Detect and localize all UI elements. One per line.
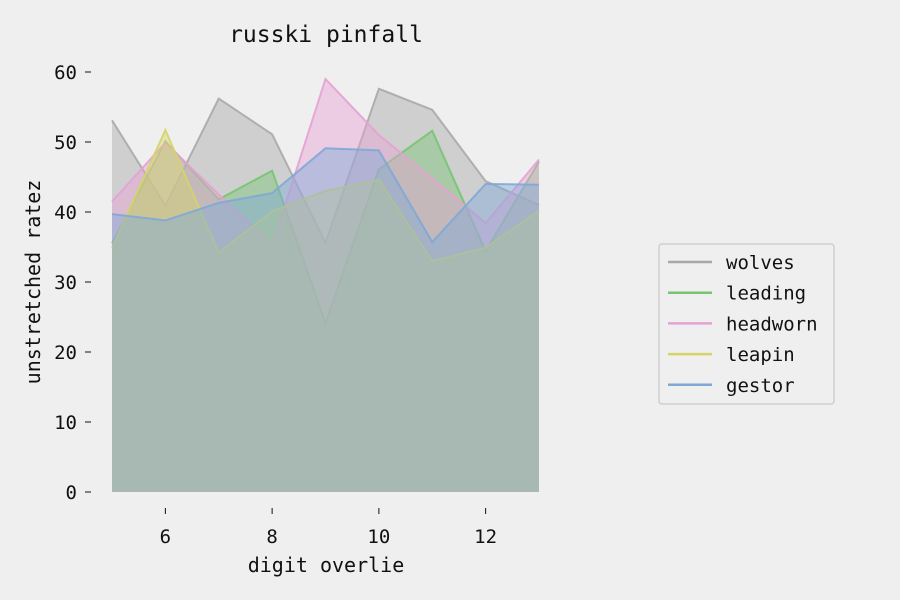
y-tick-label: 20 <box>54 342 77 364</box>
x-tick-label: 12 <box>474 526 497 548</box>
series-line-gestor <box>111 147 540 244</box>
plot-area <box>111 77 540 493</box>
y-tick-label: 10 <box>54 412 77 434</box>
x-tick-label: 8 <box>266 526 277 548</box>
axes: 0 10 20 30 40 50 60 6 8 10 12 <box>54 62 497 548</box>
y-tick-label: 50 <box>54 132 77 154</box>
legend-label-leapin: leapin <box>726 344 795 366</box>
y-tick-label: 60 <box>54 62 77 84</box>
x-axis-label: digit overlie <box>248 553 405 577</box>
area-fill-gestor <box>112 148 539 493</box>
legend-label-gestor: gestor <box>726 375 795 397</box>
legend-label-headworn: headworn <box>726 313 818 335</box>
legend-label-leading: leading <box>726 283 806 305</box>
series-line-headworn <box>111 77 540 248</box>
area-fill-headworn <box>112 79 539 492</box>
series-line-leapin <box>111 127 540 263</box>
y-axis-label: unstretched ratez <box>21 180 45 385</box>
legend: wolves leading headworn leapin gestor <box>658 243 835 405</box>
area-fill-wolves <box>112 88 539 493</box>
y-tick-label: 0 <box>66 482 77 504</box>
chart-title: russki pinfall <box>229 22 423 48</box>
y-tick-label: 30 <box>54 272 77 294</box>
legend-box <box>658 243 835 405</box>
area-fill-leapin <box>112 130 539 492</box>
x-tick-label: 10 <box>367 526 390 548</box>
legend-label-wolves: wolves <box>726 252 795 274</box>
x-tick-label: 6 <box>160 526 171 548</box>
y-tick-label: 40 <box>54 202 77 224</box>
area-fill-leading <box>112 130 539 493</box>
